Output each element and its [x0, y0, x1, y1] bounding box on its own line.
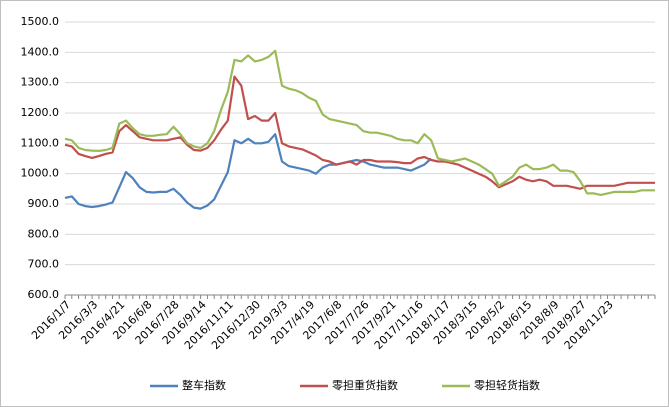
y-tick-label: 600.0 — [28, 288, 60, 301]
y-tick-label: 700.0 — [28, 258, 60, 271]
y-tick-label: 1300.0 — [21, 76, 60, 89]
series-line — [64, 75, 655, 190]
series-line — [64, 133, 432, 210]
y-tick-label: 1400.0 — [21, 45, 60, 58]
legend-label: 零担重货指数 — [332, 378, 398, 392]
series-line — [64, 49, 655, 196]
y-tick-label: 1000.0 — [21, 167, 60, 180]
y-tick-label: 800.0 — [28, 227, 60, 240]
y-tick-label: 1200.0 — [21, 106, 60, 119]
legend-label: 整车指数 — [182, 378, 226, 392]
legend-label: 零担轻货指数 — [474, 378, 540, 392]
y-tick-label: 900.0 — [28, 197, 60, 210]
y-tick-label: 1500.0 — [21, 15, 60, 28]
y-tick-label: 1100.0 — [21, 136, 60, 149]
